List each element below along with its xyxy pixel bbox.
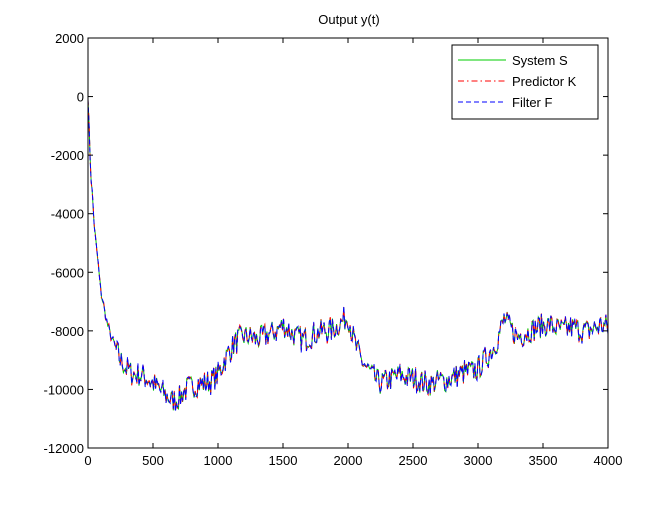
legend-label-2: Filter F [512,95,553,110]
legend-box [451,44,599,120]
series-layer [87,99,609,412]
legend-label-0: System S [512,53,568,68]
y-tick-label: 2000 [55,31,84,46]
x-tick-label: 3000 [464,453,493,468]
tick-layer: 0 500 1000 1500 2000 2500 3000 3500 4000 -12000 -1… [44,31,623,468]
y-tick-label: -12000 [44,441,84,456]
y-tick-label: 0 [77,90,84,105]
x-tick-label: 1500 [269,453,298,468]
x-tick-label: 2000 [334,453,363,468]
x-tick-label: 3500 [529,453,558,468]
chart-title: Output y(t) [318,12,379,27]
legend-label-1: Predictor K [512,74,577,89]
y-tick-label: -8000 [51,324,84,339]
y-tick-label: -4000 [51,207,84,222]
x-tick-label: 4000 [594,453,623,468]
legend: System S Predictor K Filter F [451,44,599,120]
plot-frame [87,37,609,449]
x-tick-label: 0 [84,453,91,468]
y-tick-label: -6000 [51,265,84,280]
y-tick-label: -2000 [51,148,84,163]
x-tick-label: 1000 [204,453,233,468]
y-tick-label: -10000 [44,382,84,397]
series-line-2 [87,99,609,412]
x-tick-label: 500 [142,453,164,468]
x-tick-label: 2500 [399,453,428,468]
